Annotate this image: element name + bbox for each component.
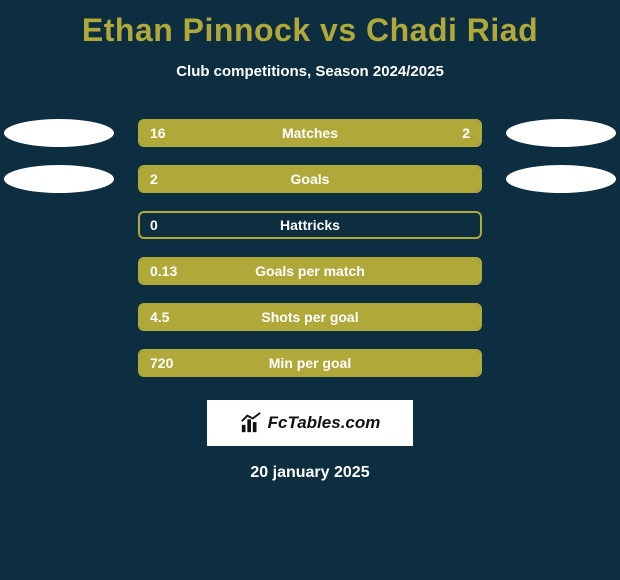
stat-value-left: 16 bbox=[150, 121, 166, 145]
player-left-oval bbox=[4, 165, 114, 193]
stat-bar: 4.5Shots per goal bbox=[138, 303, 482, 331]
stat-value-left: 720 bbox=[150, 351, 173, 375]
stat-bar: 720Min per goal bbox=[138, 349, 482, 377]
stat-row: 0Hattricks bbox=[0, 202, 620, 248]
bar-fill-left bbox=[140, 167, 480, 191]
logo-box: FcTables.com bbox=[207, 400, 413, 446]
stat-row: 0.13Goals per match bbox=[0, 248, 620, 294]
bar-fill-left bbox=[140, 259, 480, 283]
stat-label: Hattricks bbox=[140, 213, 480, 237]
player-left-oval bbox=[4, 119, 114, 147]
player-right-oval bbox=[506, 165, 616, 193]
chart-icon bbox=[240, 412, 262, 434]
stat-bar: 0Hattricks bbox=[138, 211, 482, 239]
logo-text: FcTables.com bbox=[268, 413, 381, 433]
date-line: 20 january 2025 bbox=[0, 464, 620, 482]
stat-bar: 2Goals bbox=[138, 165, 482, 193]
stat-row: 720Min per goal bbox=[0, 340, 620, 386]
comparison-chart: 162Matches2Goals0Hattricks0.13Goals per … bbox=[0, 110, 620, 386]
bar-fill-left bbox=[140, 351, 480, 375]
stat-value-left: 2 bbox=[150, 167, 158, 191]
stat-bar: 162Matches bbox=[138, 119, 482, 147]
stat-value-left: 0 bbox=[150, 213, 158, 237]
stat-bar: 0.13Goals per match bbox=[138, 257, 482, 285]
stat-row: 2Goals bbox=[0, 156, 620, 202]
stat-value-left: 0.13 bbox=[150, 259, 177, 283]
page-title: Ethan Pinnock vs Chadi Riad bbox=[0, 0, 620, 49]
bar-fill-left bbox=[140, 305, 480, 329]
player-right-oval bbox=[506, 119, 616, 147]
stat-row: 162Matches bbox=[0, 110, 620, 156]
stat-row: 4.5Shots per goal bbox=[0, 294, 620, 340]
bar-fill-left bbox=[140, 121, 402, 145]
stat-value-left: 4.5 bbox=[150, 305, 169, 329]
subtitle: Club competitions, Season 2024/2025 bbox=[0, 63, 620, 80]
stat-value-right: 2 bbox=[462, 121, 470, 145]
